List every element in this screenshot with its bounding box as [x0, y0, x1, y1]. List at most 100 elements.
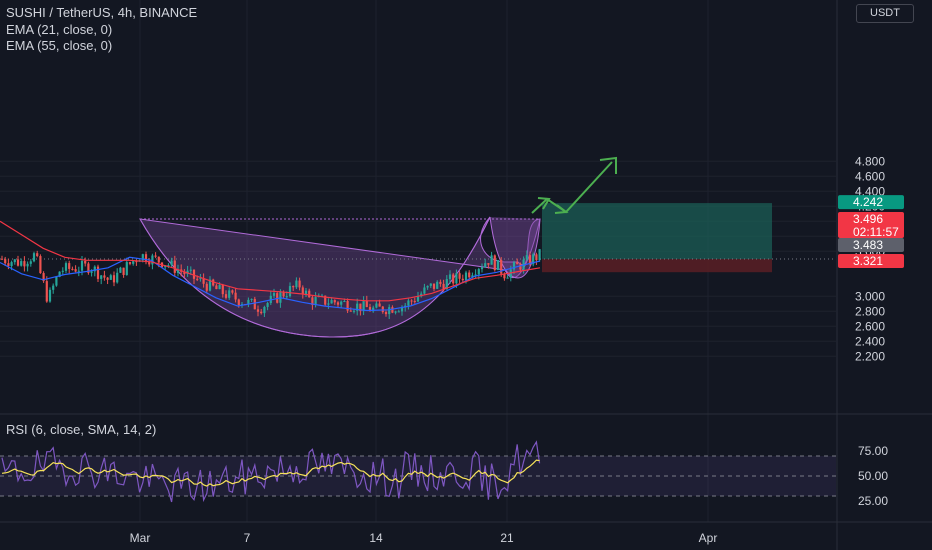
- ema55-line[interactable]: [0, 220, 541, 302]
- price-tick-label: 3.000: [855, 289, 885, 303]
- price-badge-label-last: 3.496: [853, 212, 883, 226]
- candle-body: [148, 262, 151, 265]
- candle-body: [29, 261, 32, 264]
- candle-body: [468, 272, 471, 278]
- candle-body: [90, 271, 93, 273]
- candle-body: [439, 281, 442, 284]
- price-tick-label: 4.400: [855, 184, 885, 198]
- candle-body: [352, 310, 356, 312]
- time-tick-label: 14: [369, 531, 383, 545]
- candle-body: [496, 260, 500, 271]
- target-zone[interactable]: [542, 203, 772, 260]
- time-tick-label: 7: [244, 531, 251, 545]
- candle-body: [512, 262, 516, 270]
- candle-body: [272, 293, 276, 296]
- rsi-ma-line[interactable]: [1, 459, 540, 487]
- candle-body: [349, 310, 352, 312]
- candle-body: [183, 271, 186, 275]
- candle-body: [119, 267, 122, 273]
- candle-body: [68, 263, 71, 269]
- candle-body: [480, 267, 484, 270]
- candle-body: [16, 259, 20, 266]
- price-tick-label: 4.800: [855, 154, 885, 168]
- candle-body: [384, 312, 388, 315]
- candle-body: [308, 290, 311, 298]
- ema55-legend[interactable]: EMA (55, close, 0): [6, 38, 113, 53]
- candle-body: [7, 263, 10, 267]
- price-tick-label: 2.600: [855, 319, 885, 333]
- candle-body: [500, 260, 503, 274]
- candle-body: [231, 290, 234, 293]
- price-tick-label: 2.400: [855, 334, 885, 348]
- price-badge-label-ema: 3.483: [853, 238, 883, 252]
- candle-body: [448, 274, 452, 280]
- candle-body: [452, 274, 455, 284]
- candle-body: [112, 275, 116, 283]
- candle-body: [477, 269, 480, 275]
- candle-body: [304, 290, 308, 295]
- time-tick-label: 21: [500, 531, 514, 545]
- candle-body: [250, 298, 253, 300]
- rsi-line[interactable]: [1, 440, 541, 503]
- price-badge-stop: [838, 254, 904, 268]
- candle-body: [167, 265, 170, 267]
- candle-body: [327, 303, 330, 305]
- candle-body: [375, 303, 378, 308]
- candle-body: [74, 269, 77, 272]
- candle-body: [346, 301, 349, 311]
- candle-body: [442, 283, 445, 290]
- candle-body: [263, 306, 266, 314]
- handle-outline: [489, 216, 541, 279]
- candle-body: [48, 289, 52, 302]
- candle-body: [96, 266, 100, 279]
- candle-body: [301, 287, 304, 295]
- candle-body: [260, 311, 263, 314]
- ema21-legend[interactable]: EMA (21, close, 0): [6, 22, 113, 37]
- projection-arrow-path[interactable]: [531, 161, 613, 214]
- candle-body: [336, 302, 340, 305]
- candle-body: [368, 307, 372, 312]
- candle-body: [36, 253, 39, 257]
- candle-body: [464, 272, 468, 281]
- candle-body: [247, 299, 250, 305]
- candle-body: [538, 249, 541, 261]
- candle-body: [298, 280, 301, 288]
- stop-zone[interactable]: [542, 259, 772, 273]
- candle-body: [266, 303, 269, 307]
- candle-body: [26, 263, 29, 267]
- candle-body: [324, 295, 327, 305]
- candle-body: [493, 255, 496, 271]
- candle-body: [506, 277, 509, 279]
- rsi-legend[interactable]: RSI (6, close, SMA, 14, 2): [6, 422, 157, 437]
- candle-body: [282, 292, 285, 297]
- candle-body: [429, 283, 432, 286]
- candle-body: [362, 300, 365, 312]
- price-tick-label: 2.800: [855, 304, 885, 318]
- candle-body: [391, 307, 394, 313]
- candle-body: [202, 278, 205, 284]
- candle-body: [400, 306, 404, 312]
- candle-body: [311, 297, 314, 306]
- candle-body: [173, 260, 176, 273]
- candle-body: [208, 279, 212, 291]
- ema21-line[interactable]: [0, 256, 541, 312]
- currency-button[interactable]: USDT: [856, 4, 914, 23]
- candle-body: [330, 300, 333, 304]
- candle-body: [276, 293, 279, 303]
- candle-body: [10, 262, 13, 267]
- candle-body: [253, 298, 256, 310]
- candle-body: [84, 260, 87, 264]
- candle-body: [87, 263, 90, 273]
- candle-body: [410, 300, 413, 302]
- candle-body: [144, 254, 148, 263]
- candle-body: [487, 263, 490, 265]
- price-badge-last: [838, 212, 904, 238]
- candle-body: [416, 296, 420, 302]
- candle-body: [490, 255, 493, 265]
- candle-body: [221, 284, 224, 295]
- price-badge-ema: [838, 238, 904, 252]
- candle-body: [61, 270, 64, 272]
- candle-body: [372, 307, 375, 312]
- candle-body: [340, 301, 343, 305]
